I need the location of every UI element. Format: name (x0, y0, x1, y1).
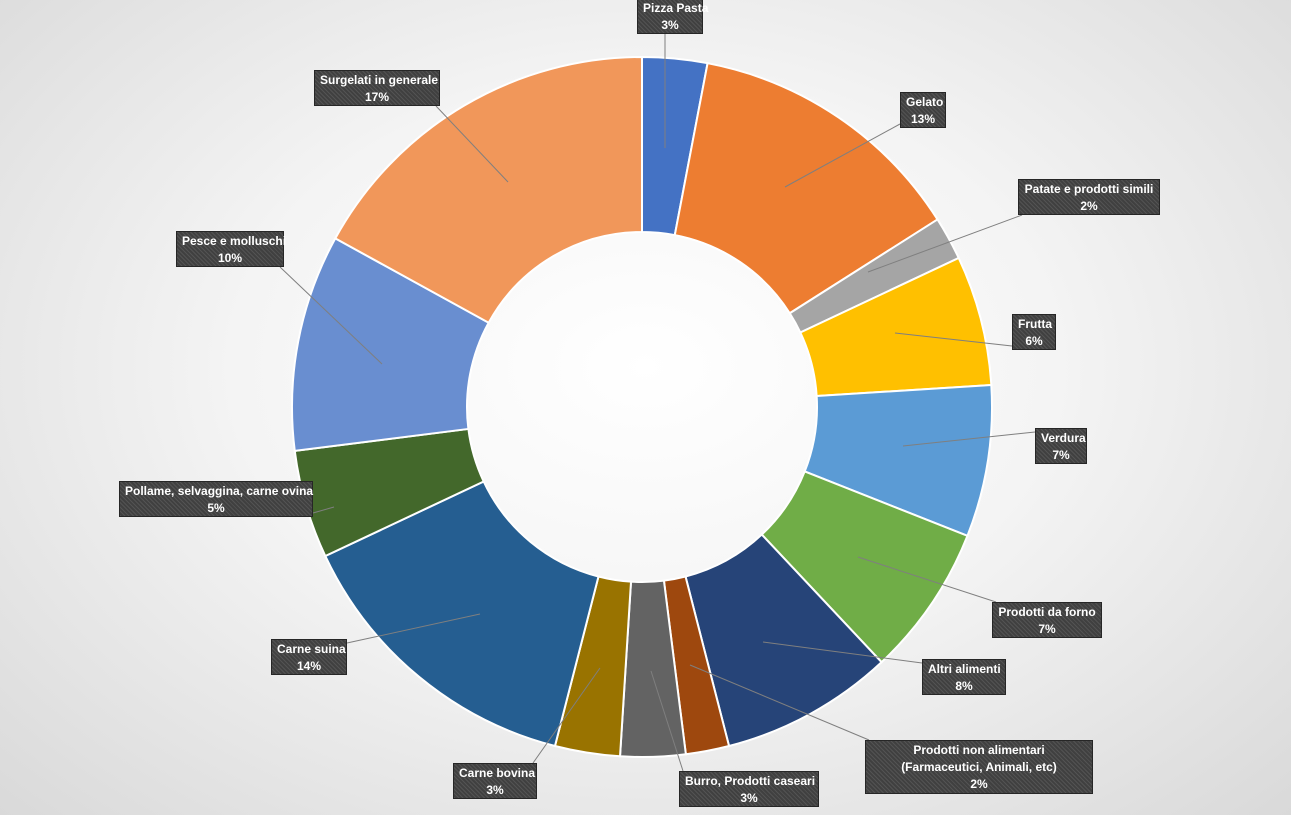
slice-gelato[interactable] (673, 62, 939, 315)
data-label-value: 17% (364, 90, 390, 104)
data-label-value: 8% (955, 679, 973, 693)
data-label-value: 6% (1025, 334, 1043, 348)
data-label-name: Burro, Prodotti caseari (685, 774, 816, 788)
leader-lines (279, 34, 1036, 772)
data-label-prodotti-non-alimentari-farmaceutici-animali-etc: Prodotti non alimentari (Farmaceutici, A… (865, 740, 1093, 794)
data-label-name: Verdura (1041, 431, 1086, 445)
data-label-pollame-selvaggina-carne-ovina: Pollame, selvaggina, carne ovina 5% (119, 481, 313, 517)
data-label-burro-prodotti-caseari: Burro, Prodotti caseari 3% (679, 771, 819, 807)
data-label-value: 2% (970, 777, 988, 791)
data-label-value: 10% (217, 251, 243, 265)
data-label-pesce-e-molluschi: Pesce e molluschi 10% (176, 231, 287, 267)
data-label-value: 7% (1038, 622, 1056, 636)
data-label-name: Prodotti non alimentari (Farmaceutici, A… (901, 743, 1057, 774)
data-label-prodotti-da-forno: Prodotti da forno 7% (992, 602, 1102, 638)
leader-line-altri-alimenti (762, 641, 923, 664)
data-label-carne-suina: Carne suina 14% (271, 639, 347, 675)
data-label-value: 3% (486, 783, 504, 797)
leader-line-frutta (894, 332, 1013, 347)
data-label-name: Prodotti da forno (998, 605, 1096, 619)
data-label-gelato: Gelato 13% (900, 92, 946, 128)
data-label-frutta: Frutta 6% (1012, 314, 1056, 350)
data-label-name: Pesce e molluschi (182, 234, 287, 248)
data-label-name: Altri alimenti (928, 662, 1001, 676)
slice-carne-suina[interactable] (323, 480, 600, 748)
data-label-value: 2% (1080, 199, 1098, 213)
data-label-patate-e-prodotti-simili: Patate e prodotti simili 2% (1018, 179, 1160, 215)
leader-line-surgelati-in-generale (435, 105, 509, 183)
leader-line-pollame-selvaggina-carne-ovina (312, 506, 335, 514)
data-label-verdura: Verdura 7% (1035, 428, 1087, 464)
leader-line-prodotti-da-forno (857, 556, 997, 603)
data-label-name: Gelato (906, 95, 944, 109)
leader-line-pesce-e-molluschi (279, 266, 383, 365)
leader-line-carne-suina (346, 613, 481, 644)
data-label-name: Pizza Pasta (643, 1, 709, 15)
leader-line-burro-prodotti-caseari (650, 670, 684, 772)
leader-line-verdura (902, 431, 1036, 447)
leader-line-carne-bovina (532, 667, 601, 764)
slices-layer (291, 55, 993, 758)
data-label-value: 7% (1052, 448, 1070, 462)
data-label-name: Carne suina (277, 642, 346, 656)
leader-line-prodotti-non-alimentari-farmaceutici-animali-etc (689, 664, 870, 741)
data-label-altri-alimenti: Altri alimenti 8% (922, 659, 1006, 695)
data-label-carne-bovina: Carne bovina 3% (453, 763, 537, 799)
data-label-value: 3% (661, 18, 679, 32)
data-label-name: Patate e prodotti simili (1024, 182, 1154, 196)
slice-surgelati-in-generale[interactable] (333, 55, 643, 325)
data-label-name: Pollame, selvaggina, carne ovina (125, 484, 314, 498)
data-label-value: 13% (910, 112, 936, 126)
data-label-name: Frutta (1018, 317, 1052, 331)
data-label-value: 5% (207, 501, 225, 515)
data-label-pizza-pasta: Pizza Pasta 3% (637, 0, 709, 34)
data-label-name: Surgelati in generale (320, 73, 439, 87)
slice-pesce-e-molluschi[interactable] (291, 237, 491, 452)
data-label-value: 14% (296, 659, 322, 673)
data-label-value: 3% (740, 791, 758, 805)
data-label-surgelati-in-generale: Surgelati in generale 17% (314, 70, 440, 106)
data-label-name: Carne bovina (459, 766, 536, 780)
leader-line-patate-e-prodotti-simili (867, 214, 1023, 273)
leader-line-gelato (784, 123, 901, 188)
